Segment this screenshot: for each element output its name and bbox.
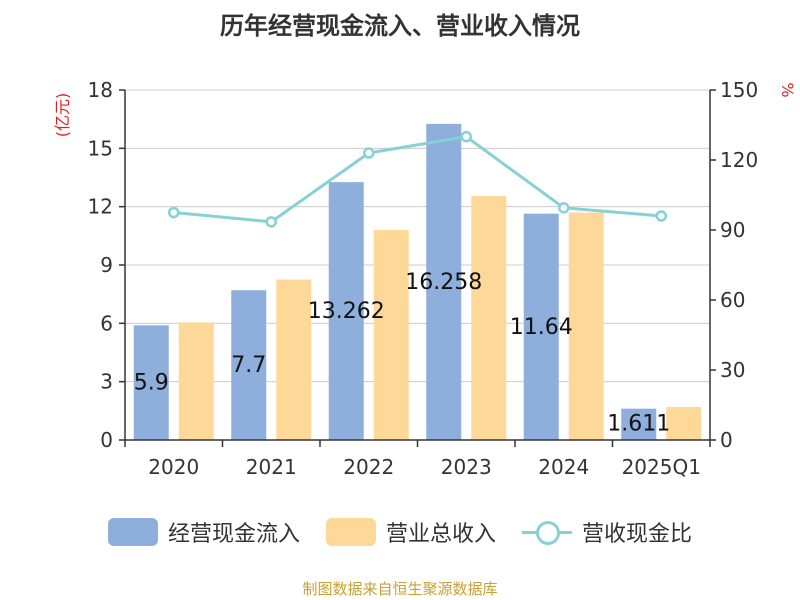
legend-swatch-ratio xyxy=(522,518,572,546)
data-label: 16.258 xyxy=(405,270,482,295)
bar-cash-inflow xyxy=(231,290,267,440)
y-axis-title: (亿元) xyxy=(53,93,72,138)
y-tick-label: 3 xyxy=(100,370,113,394)
grid-layer xyxy=(125,89,710,383)
legend-item-cash-inflow[interactable]: 经营现金流入 xyxy=(107,516,300,548)
x-tick-label: 2022 xyxy=(343,455,394,479)
bar-revenue xyxy=(568,212,604,440)
y2-axis-title: % xyxy=(778,82,797,97)
bar-layer xyxy=(133,123,702,440)
legend: 经营现金流入 营业总收入 营收现金比 xyxy=(0,516,800,548)
y2-tick-label: 150 xyxy=(720,78,758,102)
y-tick-label: 6 xyxy=(100,311,113,335)
axis-layer: 0 3 6 9 12 15 18 0 30 60 90 120 150 2020 2021 2022 2023 2… xyxy=(53,78,797,479)
x-tick-label: 2021 xyxy=(246,455,297,479)
bar-cash-inflow xyxy=(133,325,169,440)
ratio-point xyxy=(363,147,375,159)
ratio-point xyxy=(168,206,180,219)
bar-revenue xyxy=(471,195,507,440)
y2-tick-label: 60 xyxy=(720,288,745,312)
chart-title: 历年经营现金流入、营业收入情况 xyxy=(220,12,580,40)
y-tick-label: 9 xyxy=(100,253,113,277)
bar-revenue xyxy=(276,279,312,440)
legend-swatch-cash-inflow xyxy=(107,518,158,546)
x-tick-label: 2023 xyxy=(441,455,492,479)
data-label: 11.64 xyxy=(510,315,573,340)
y2-tick-label: 90 xyxy=(720,218,745,242)
legend-label-cash-inflow: 经营现金流入 xyxy=(167,522,300,547)
legend-label-ratio: 营收现金比 xyxy=(582,522,693,547)
x-tick-label: 2020 xyxy=(148,455,199,479)
ratio-point xyxy=(460,130,472,143)
bar-cash-inflow xyxy=(523,213,559,440)
data-label: 7.7 xyxy=(231,353,266,378)
ratio-point xyxy=(655,210,667,222)
bar-cash-inflow xyxy=(328,182,364,440)
source-note: 制图数据来自恒生聚源数据库 xyxy=(302,580,498,598)
label-layer: 5.9 7.7 13.262 16.258 11.64 1.611 xyxy=(134,270,670,437)
data-label: 13.262 xyxy=(308,299,385,324)
y-tick-label: 18 xyxy=(88,78,113,102)
ratio-point xyxy=(265,216,277,228)
bar-revenue xyxy=(178,322,214,440)
data-label: 1.611 xyxy=(607,412,670,437)
y2-tick-label: 120 xyxy=(720,148,758,172)
bar-cash-inflow xyxy=(426,123,462,440)
line-layer xyxy=(168,130,667,228)
bar-revenue xyxy=(373,230,409,440)
y-tick-label: 15 xyxy=(88,136,113,160)
y-tick-label: 12 xyxy=(88,195,113,219)
ratio-point xyxy=(558,202,570,214)
legend-label-revenue: 营业总收入 xyxy=(385,522,496,547)
bar-cash-inflow xyxy=(621,408,657,440)
y2-tick-label: 30 xyxy=(720,358,745,382)
y2-tick-label: 0 xyxy=(720,428,733,452)
legend-item-revenue[interactable]: 营业总收入 xyxy=(325,516,496,548)
y-tick-label: 0 xyxy=(100,428,113,452)
bar-revenue xyxy=(666,406,702,440)
legend-swatch-revenue xyxy=(325,518,376,546)
data-label: 5.9 xyxy=(134,371,169,396)
x-tick-label: 2024 xyxy=(538,455,589,479)
legend-item-ratio[interactable]: 营收现金比 xyxy=(522,516,692,548)
x-tick-label: 2025Q1 xyxy=(622,455,701,479)
ratio-line xyxy=(173,135,662,224)
